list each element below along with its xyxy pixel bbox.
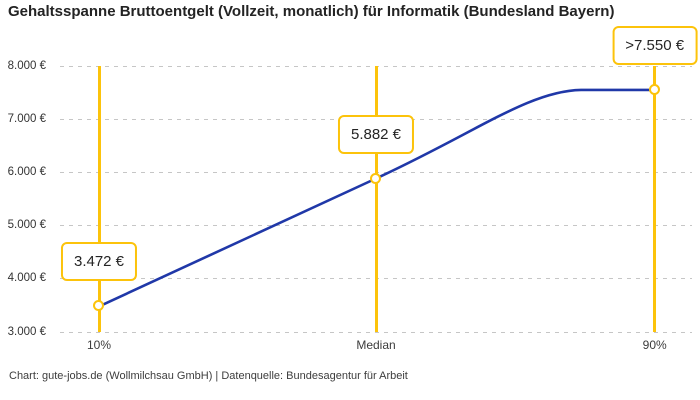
percentile-line [653, 66, 657, 332]
gridline [60, 66, 692, 67]
data-point-marker [93, 300, 104, 312]
value-label: 3.472 € [73, 253, 125, 271]
y-axis-tick-label: 3.000 € [7, 325, 46, 338]
y-axis-tick-label: 8.000 € [7, 60, 46, 72]
value-label-box: >7.550 € [612, 25, 698, 65]
value-label: >7.550 € [625, 36, 685, 54]
value-label-box: 5.882 € [337, 114, 415, 154]
chart-source: Chart: gute-jobs.de (Wollmilchsau GmbH) … [9, 370, 408, 382]
data-point-marker [648, 83, 660, 95]
value-label: 5.882 € [350, 125, 402, 143]
gridline [60, 225, 692, 227]
data-point-marker [370, 172, 381, 184]
y-axis-tick-label: 6.000 € [7, 166, 46, 179]
chart-title: Gehaltsspanne Bruttoentgelt (Vollzeit, m… [8, 3, 615, 20]
y-axis-tick-label: 7.000 € [7, 113, 46, 126]
percentile-line [97, 66, 101, 332]
gridline [60, 331, 692, 333]
percentile-line [374, 66, 378, 332]
x-axis-tick-label: 90% [642, 338, 667, 352]
gridline [60, 172, 692, 174]
y-axis-tick-label: 5.000 € [7, 219, 46, 232]
x-axis-tick-label: Median [356, 338, 396, 352]
value-label-box: 3.472 € [60, 242, 138, 282]
gridline [60, 278, 692, 280]
gridline [60, 119, 692, 121]
x-axis-tick-label: 10% [86, 338, 112, 352]
y-axis-tick-label: 4.000 € [7, 272, 46, 285]
salary-curve-path [97, 88, 656, 308]
